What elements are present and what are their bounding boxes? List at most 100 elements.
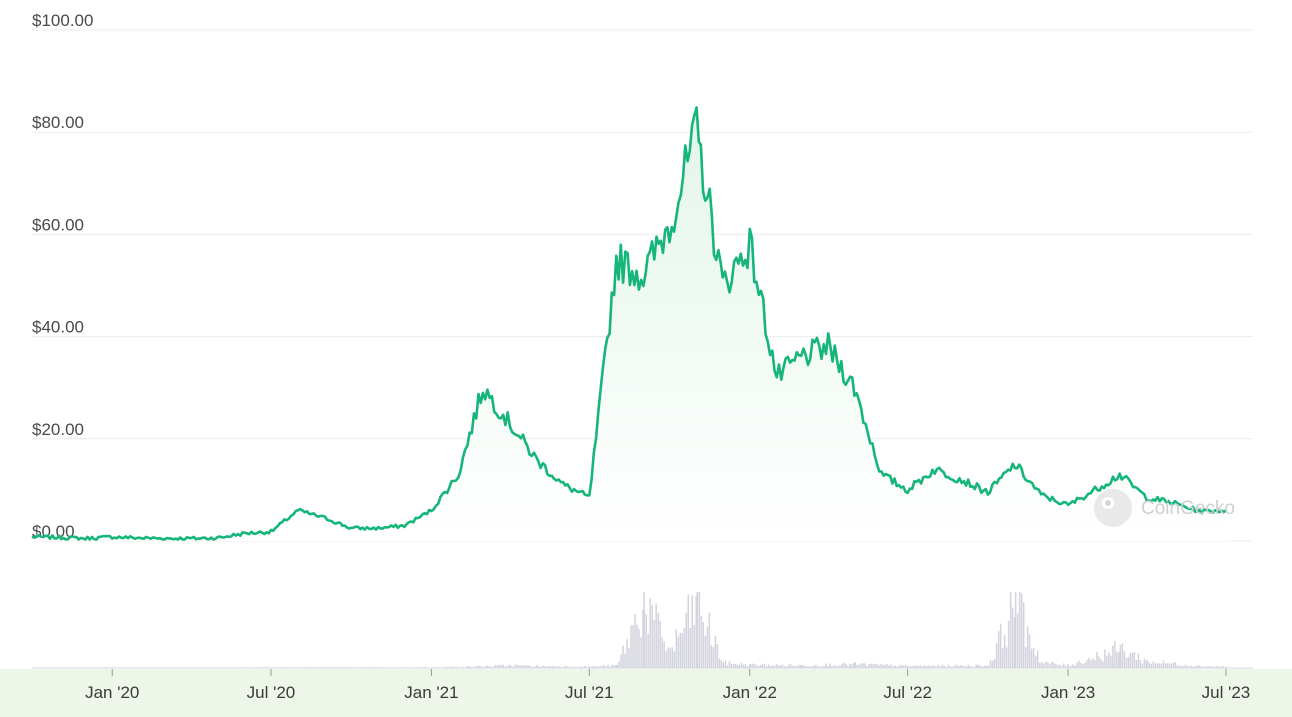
volume-bar	[961, 665, 964, 668]
volume-bar	[795, 665, 798, 668]
volume-bar	[480, 666, 482, 668]
volume-bar	[673, 651, 675, 668]
price-line[interactable]	[31, 106, 1227, 541]
volume-bar	[345, 667, 347, 668]
volume-bar	[983, 665, 986, 668]
volume-bar	[736, 664, 739, 668]
volume-bar	[231, 667, 234, 668]
volume-bar	[872, 663, 874, 668]
volume-bar	[823, 666, 825, 668]
volume-bar	[291, 667, 293, 668]
volume-bar	[909, 666, 912, 668]
volume-bar	[675, 629, 677, 668]
volume-bar	[50, 667, 52, 668]
volume-bar	[886, 664, 888, 668]
volume-bar	[527, 665, 530, 668]
volume-bar	[241, 667, 244, 668]
volume-bar	[624, 653, 626, 668]
x-axis: Jan '20 Jul '20 Jan '21 Jul '21 Jan '22 Jul '…	[85, 669, 1250, 702]
volume-bar	[525, 665, 528, 668]
volume-bar	[929, 666, 932, 668]
volume-bar	[62, 667, 64, 668]
volume-bar	[977, 664, 980, 668]
volume-bar	[508, 664, 510, 668]
volume-bar	[1053, 662, 1055, 668]
volume-bar	[436, 667, 438, 668]
volume-bar	[659, 620, 661, 668]
volume-bar	[601, 665, 603, 668]
volume-bar	[965, 666, 968, 668]
volume-bar	[1192, 666, 1195, 668]
volume-bar	[343, 667, 345, 668]
volume-bar	[146, 667, 148, 668]
volume-bar	[1018, 592, 1021, 668]
volume-bar	[671, 647, 673, 668]
volume-bar	[953, 665, 956, 668]
y-tick-label: $40.00	[32, 318, 84, 337]
volume-bar	[34, 667, 36, 668]
volume-bar	[589, 666, 591, 668]
volume-bar	[299, 667, 301, 668]
volume-bar	[801, 664, 803, 668]
volume-bar	[287, 667, 289, 668]
volume-bar	[1172, 662, 1175, 668]
volume-bar	[432, 667, 434, 668]
volume-bar	[769, 666, 772, 668]
volume-bar	[975, 664, 978, 668]
volume-bar	[560, 666, 562, 668]
volume-bar	[150, 667, 152, 668]
volume-bar	[607, 664, 609, 668]
volume-bar	[937, 664, 940, 668]
volume-bar	[1049, 664, 1051, 668]
volume-bar	[1160, 663, 1163, 668]
volume-bar	[882, 664, 884, 668]
volume-bar	[1119, 644, 1122, 668]
volume-bar	[325, 667, 327, 668]
volume-bar	[1127, 657, 1130, 668]
volume-bar	[476, 666, 478, 668]
volume-bar	[1188, 666, 1191, 668]
volume-bar	[917, 665, 920, 668]
volume-bar	[40, 667, 42, 668]
volume-bar	[233, 667, 236, 668]
volume-bar	[180, 667, 182, 668]
volume-bar	[134, 667, 136, 668]
volume-bar	[235, 667, 238, 668]
navigator-background[interactable]	[0, 669, 1292, 717]
volume-bar	[876, 664, 878, 668]
volume-bar	[211, 667, 214, 668]
volume-bar	[102, 667, 104, 668]
volume-bar	[540, 666, 542, 668]
volume-bar	[900, 664, 902, 668]
volume-bar	[726, 665, 729, 668]
volume-bar	[1090, 660, 1092, 668]
volume-bar	[599, 666, 601, 668]
volume-bar	[783, 666, 786, 668]
volume-bar	[1061, 665, 1063, 668]
volume-bar	[1108, 652, 1110, 668]
volume-bar	[48, 667, 50, 668]
volume-bar	[833, 665, 835, 668]
volume-bar	[452, 666, 454, 668]
volume-bar	[620, 654, 622, 668]
volume-bar	[176, 667, 178, 668]
volume-bar	[546, 666, 548, 668]
volume-bar	[521, 665, 524, 668]
volume-bar	[626, 639, 628, 668]
volume-bar	[1067, 664, 1069, 668]
volume-bar	[197, 667, 200, 668]
volume-bar	[862, 663, 864, 668]
volume-bar	[807, 666, 809, 668]
volume-bar	[789, 664, 792, 668]
volume-bar	[221, 667, 224, 668]
volume-bar	[482, 667, 484, 668]
volume-bar	[403, 667, 405, 668]
price-area	[32, 107, 1226, 541]
volume-bar	[925, 666, 928, 668]
volume-bar	[110, 667, 112, 668]
volume-bar	[712, 647, 715, 668]
volume-bar	[574, 666, 576, 668]
volume-bar	[203, 667, 206, 668]
volume-bar	[931, 665, 934, 668]
